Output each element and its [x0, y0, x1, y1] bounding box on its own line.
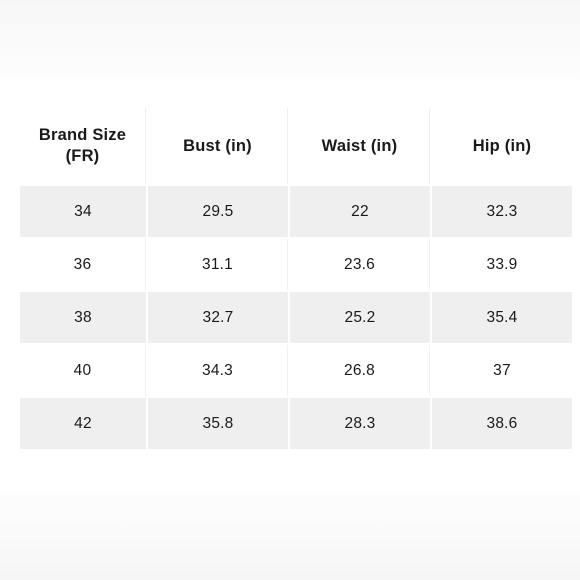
- header-waist-label: Waist (in): [321, 136, 398, 155]
- cell-brand-size: 42: [20, 398, 146, 449]
- header-bust-label: Bust (in): [183, 136, 252, 155]
- header-brand-size-label: Brand Size (FR): [38, 126, 127, 165]
- cell-waist: 22: [290, 186, 430, 237]
- table-row: 38 32.7 25.2 35.4: [20, 292, 572, 343]
- cell-bust: 29.5: [148, 186, 288, 237]
- header-brand-size: Brand Size (FR): [20, 108, 146, 184]
- size-chart-table: Brand Size (FR) Bust (in) Waist (in) Hip…: [20, 108, 572, 451]
- cell-waist: 23.6: [290, 239, 430, 290]
- cell-waist: 26.8: [290, 345, 430, 396]
- table-row: 36 31.1 23.6 33.9: [20, 239, 572, 290]
- cell-waist: 28.3: [290, 398, 430, 449]
- cell-bust: 31.1: [148, 239, 288, 290]
- table-row: 42 35.8 28.3 38.6: [20, 398, 572, 449]
- cell-hip: 32.3: [432, 186, 572, 237]
- header-hip-label: Hip (in): [472, 136, 532, 155]
- cell-hip: 37: [432, 345, 572, 396]
- top-background-band: [0, 0, 580, 80]
- cell-bust: 32.7: [148, 292, 288, 343]
- header-waist: Waist (in): [290, 108, 430, 184]
- table-header-row: Brand Size (FR) Bust (in) Waist (in) Hip…: [20, 108, 572, 184]
- cell-brand-size: 34: [20, 186, 146, 237]
- bottom-background-band: [0, 494, 580, 580]
- header-hip: Hip (in): [432, 108, 572, 184]
- table-row: 40 34.3 26.8 37: [20, 345, 572, 396]
- header-bust: Bust (in): [148, 108, 288, 184]
- cell-hip: 35.4: [432, 292, 572, 343]
- cell-waist: 25.2: [290, 292, 430, 343]
- table-row: 34 29.5 22 32.3: [20, 186, 572, 237]
- cell-brand-size: 40: [20, 345, 146, 396]
- cell-brand-size: 36: [20, 239, 146, 290]
- cell-hip: 33.9: [432, 239, 572, 290]
- cell-hip: 38.6: [432, 398, 572, 449]
- cell-bust: 34.3: [148, 345, 288, 396]
- cell-bust: 35.8: [148, 398, 288, 449]
- cell-brand-size: 38: [20, 292, 146, 343]
